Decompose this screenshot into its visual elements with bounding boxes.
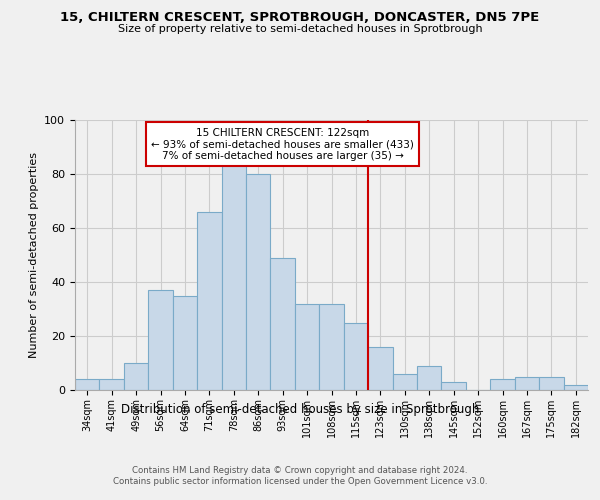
Bar bbox=[490, 379, 515, 390]
Bar bbox=[148, 290, 173, 390]
Y-axis label: Number of semi-detached properties: Number of semi-detached properties bbox=[29, 152, 39, 358]
Bar bbox=[197, 212, 221, 390]
Text: Contains public sector information licensed under the Open Government Licence v3: Contains public sector information licen… bbox=[113, 477, 487, 486]
Bar bbox=[368, 347, 392, 390]
Text: Size of property relative to semi-detached houses in Sprotbrough: Size of property relative to semi-detach… bbox=[118, 24, 482, 34]
Bar bbox=[221, 163, 246, 390]
Bar bbox=[442, 382, 466, 390]
Bar bbox=[319, 304, 344, 390]
Bar bbox=[246, 174, 271, 390]
Bar bbox=[392, 374, 417, 390]
Text: 15, CHILTERN CRESCENT, SPROTBROUGH, DONCASTER, DN5 7PE: 15, CHILTERN CRESCENT, SPROTBROUGH, DONC… bbox=[61, 11, 539, 24]
Bar bbox=[515, 376, 539, 390]
Text: 15 CHILTERN CRESCENT: 122sqm
← 93% of semi-detached houses are smaller (433)
7% : 15 CHILTERN CRESCENT: 122sqm ← 93% of se… bbox=[151, 128, 414, 161]
Bar bbox=[100, 379, 124, 390]
Bar bbox=[124, 363, 148, 390]
Bar bbox=[417, 366, 442, 390]
Bar bbox=[344, 322, 368, 390]
Bar bbox=[271, 258, 295, 390]
Bar bbox=[563, 384, 588, 390]
Text: Contains HM Land Registry data © Crown copyright and database right 2024.: Contains HM Land Registry data © Crown c… bbox=[132, 466, 468, 475]
Bar bbox=[539, 376, 563, 390]
Text: Distribution of semi-detached houses by size in Sprotbrough: Distribution of semi-detached houses by … bbox=[121, 402, 479, 415]
Bar bbox=[295, 304, 319, 390]
Bar bbox=[75, 379, 100, 390]
Bar bbox=[173, 296, 197, 390]
